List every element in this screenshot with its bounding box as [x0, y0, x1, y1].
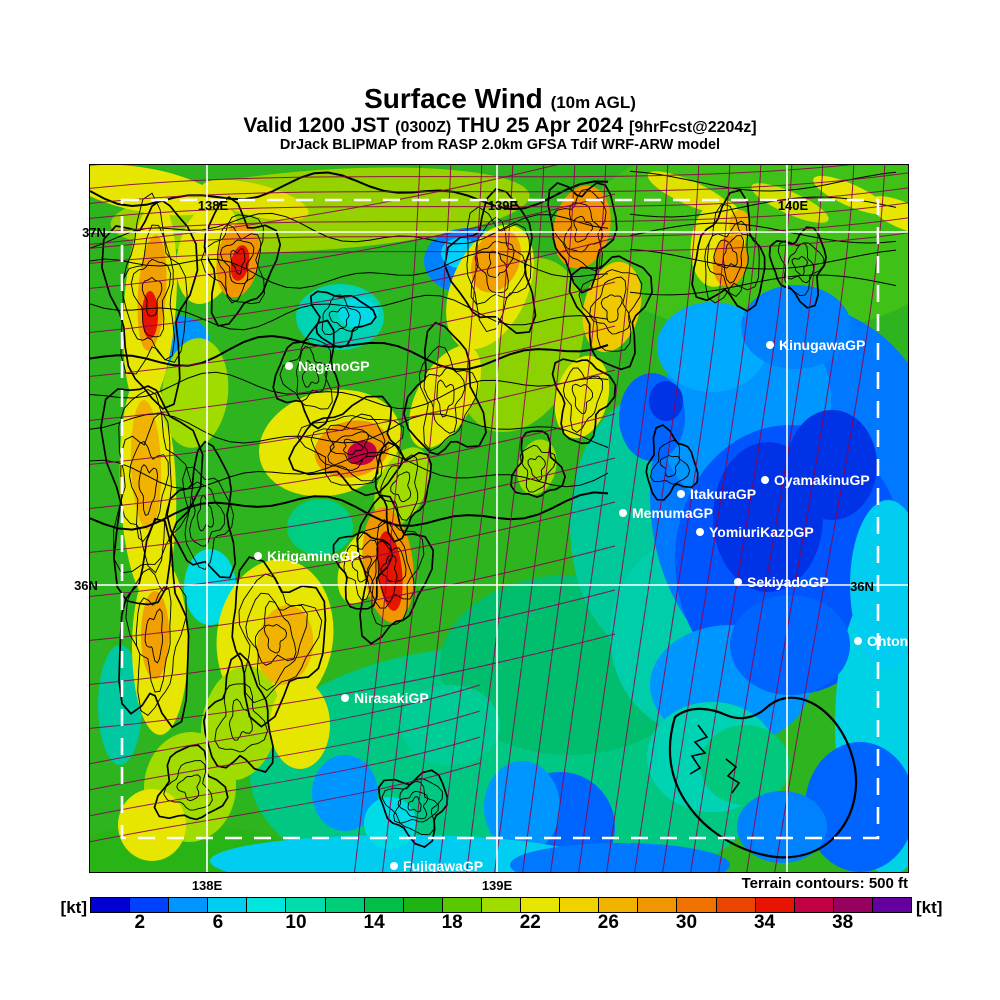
site-marker-dot: [285, 362, 293, 370]
coastline-tokyo-bay: [668, 696, 858, 859]
colorbar-segment: [247, 898, 287, 912]
colorbar-tick: 38: [832, 912, 854, 933]
site-label: FujigawaGP: [403, 858, 483, 872]
colorbar-tick: 14: [363, 912, 385, 933]
colorbar-segment: [794, 898, 834, 912]
colorbar-tick: 2: [134, 912, 146, 933]
colorbar-segment: [677, 898, 717, 912]
wind-map: 138E 139E 140E 36N NaganoGP KinugawaGP Oyamak…: [89, 164, 909, 873]
colorbar-segment: [91, 898, 131, 912]
site-marker-dot: [761, 476, 769, 484]
colorbar-tick: 30: [675, 912, 698, 933]
colorbar-segment: [481, 898, 522, 912]
colorbar-segment: [403, 898, 443, 912]
site-label: KinugawaGP: [779, 337, 865, 353]
site-label: Ohtone: [867, 633, 908, 649]
title-main: Surface Wind: [364, 83, 543, 114]
site-marker-dot: [734, 578, 742, 586]
colorbar-segment: [521, 898, 561, 912]
terrain-contour-lines: [90, 170, 897, 848]
site-marker-dot: [254, 552, 262, 560]
title-qualifier: (10m AGL): [550, 93, 636, 112]
colorbar-tick: 22: [519, 912, 541, 933]
colorbar-segment: [169, 898, 209, 912]
site-marker-dot: [766, 341, 774, 349]
site-label: ItakuraGP: [690, 486, 756, 502]
model-domain-boundary: [120, 198, 880, 840]
site-marker-dot: [854, 637, 862, 645]
site-label: OyamakinuGP: [774, 472, 870, 488]
grid-labels-on-map: 138E 139E 140E 36N: [198, 198, 874, 594]
wind-speed-colorbar: [90, 897, 912, 913]
valid-time-line: Valid 1200 JST (0300Z) THU 25 Apr 2024 […: [0, 115, 1000, 137]
valid-date: THU 25 Apr 2024: [457, 114, 624, 138]
terrain-contours-note: Terrain contours: 500 ft: [741, 875, 908, 892]
site-marker-dot: [677, 490, 685, 498]
unit-label-right: [kt]: [916, 898, 943, 917]
forecast-tag: [9hrFcst@2204z]: [628, 119, 757, 137]
colorbar-segment: [599, 898, 639, 912]
grid-label: 36N: [850, 579, 874, 594]
colorbar-tick: 6: [212, 912, 224, 933]
grid-label: 140E: [778, 198, 809, 213]
colorbar-segment: [364, 898, 404, 912]
colorbar-tick: 10: [285, 912, 307, 933]
site-markers: NaganoGP KinugawaGP OyamakinuGP ItakuraGP Me…: [254, 337, 908, 872]
grid-label: 138E: [191, 878, 223, 893]
colorbar-segment: [208, 898, 248, 912]
site-label: SekiyadoGP: [747, 574, 829, 590]
site-marker-dot: [341, 694, 349, 702]
colorbar-segment: [325, 898, 365, 912]
wind-map-canvas: 138E 139E 140E 36N NaganoGP KinugawaGP Oyamak…: [90, 165, 908, 872]
valid-zulu: (0300Z): [395, 119, 452, 137]
valid-prefix: Valid 1200 JST: [243, 114, 390, 138]
site-marker-dot: [696, 528, 704, 536]
model-line: DrJack BLIPMAP from RASP 2.0km GFSA Tdif…: [279, 137, 721, 154]
colorbar-segment: [716, 898, 756, 912]
colorbar-tick: 26: [597, 912, 619, 933]
page-title: Surface Wind (10m AGL): [0, 84, 1000, 113]
grid-label: 37N: [82, 225, 106, 240]
colorbar-segment: [833, 898, 873, 912]
unit-label-left: [kt]: [60, 898, 87, 917]
grid-label: 138E: [198, 198, 229, 213]
colorbar-segment: [442, 898, 482, 912]
title-block: Surface Wind (10m AGL) Valid 1200 JST (0…: [0, 84, 1000, 154]
colorbar-tick: 34: [753, 912, 776, 933]
grid-label: 139E: [488, 198, 519, 213]
site-marker-dot: [619, 509, 627, 517]
site-label: MemumaGP: [632, 505, 713, 521]
colorbar-segment: [638, 898, 678, 912]
colorbar-segment: [560, 898, 600, 912]
site-marker-dot: [390, 862, 398, 870]
colorbar-segment: [872, 898, 911, 912]
site-label: YomiuriKazoGP: [709, 524, 814, 540]
lat-lon-grid-lines: [90, 165, 908, 872]
site-label: NirasakiGP: [354, 690, 429, 706]
site-label: NaganoGP: [298, 358, 370, 374]
colorbar-segment: [286, 898, 326, 912]
grid-label: 36N: [74, 578, 98, 593]
colorbar-tick: 18: [441, 912, 463, 933]
colorbar-segment: [755, 898, 795, 912]
grid-label: 139E: [481, 878, 513, 893]
colorbar-segment: [130, 898, 170, 912]
wind-streamlines: [90, 165, 908, 872]
site-label: KirigamineGP: [267, 548, 360, 564]
